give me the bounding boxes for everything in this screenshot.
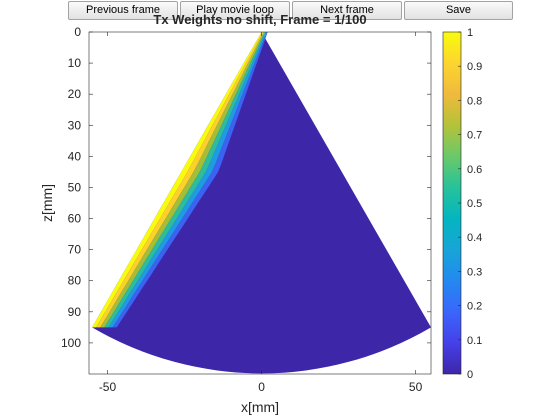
weight-band xyxy=(92,32,263,328)
y-tick-label: 80 xyxy=(68,274,82,288)
save-button[interactable]: Save xyxy=(404,1,513,20)
next-frame-button[interactable]: Next frame xyxy=(292,1,402,20)
y-tick-label: 50 xyxy=(68,180,82,194)
y-axis: 0 10 20 30 40 50 60 70 80 90 100 xyxy=(61,25,431,350)
y-tick-label: 10 xyxy=(68,56,82,70)
toolbar: Previous frame Play movie loop Next fram… xyxy=(0,0,560,22)
colorbar-tick-label: 0.4 xyxy=(467,232,482,244)
y-axis-label: z[mm] xyxy=(39,184,55,222)
previous-frame-button[interactable]: Previous frame xyxy=(68,1,178,20)
sector-field xyxy=(92,32,431,374)
y-tick-label: 60 xyxy=(68,212,82,226)
chart-title: Tx Weights no shift, Frame = 1/100 xyxy=(153,12,366,27)
x-tick-label: 0 xyxy=(258,380,265,394)
y-tick-label: 90 xyxy=(68,305,82,319)
colorbar-tick-label: 0.7 xyxy=(467,130,482,142)
colorbar-tick-label: 0.8 xyxy=(467,95,482,107)
colorbar-tick-label: 0.6 xyxy=(467,164,482,176)
plot-frame xyxy=(88,31,432,375)
colorbar-tick-label: 0.2 xyxy=(467,301,482,313)
x-tick-label: 50 xyxy=(409,380,423,394)
x-tick-label: -50 xyxy=(99,380,117,394)
y-tick-label: 100 xyxy=(61,336,81,350)
colorbar-tick-label: 0.9 xyxy=(467,61,482,73)
play-movie-loop-button[interactable]: Play movie loop xyxy=(180,1,290,20)
y-tick-label: 30 xyxy=(68,118,82,132)
y-tick-label: 40 xyxy=(68,149,82,163)
weight-band xyxy=(96,32,264,328)
y-tick-label: 0 xyxy=(74,25,81,39)
x-axis-label: x[mm] xyxy=(241,399,279,415)
colorbar-tick-label: 0.5 xyxy=(467,198,482,210)
colorbar-tick-label: 0.3 xyxy=(467,266,482,278)
y-tick-label: 70 xyxy=(68,243,82,257)
colorbar-tick-label: 0.1 xyxy=(467,335,482,347)
sector-image xyxy=(92,32,431,374)
y-tick-label: 20 xyxy=(68,87,82,101)
colorbar-tick-label: 0 xyxy=(467,369,473,381)
colorbar-axis: 0 0.1 0.2 0.3 0.4 0.5 0.6 0.7 0.8 0.9 1 xyxy=(458,27,482,381)
colorbar-tick-label: 1 xyxy=(467,27,473,39)
x-axis: -50 0 50 xyxy=(99,32,423,394)
